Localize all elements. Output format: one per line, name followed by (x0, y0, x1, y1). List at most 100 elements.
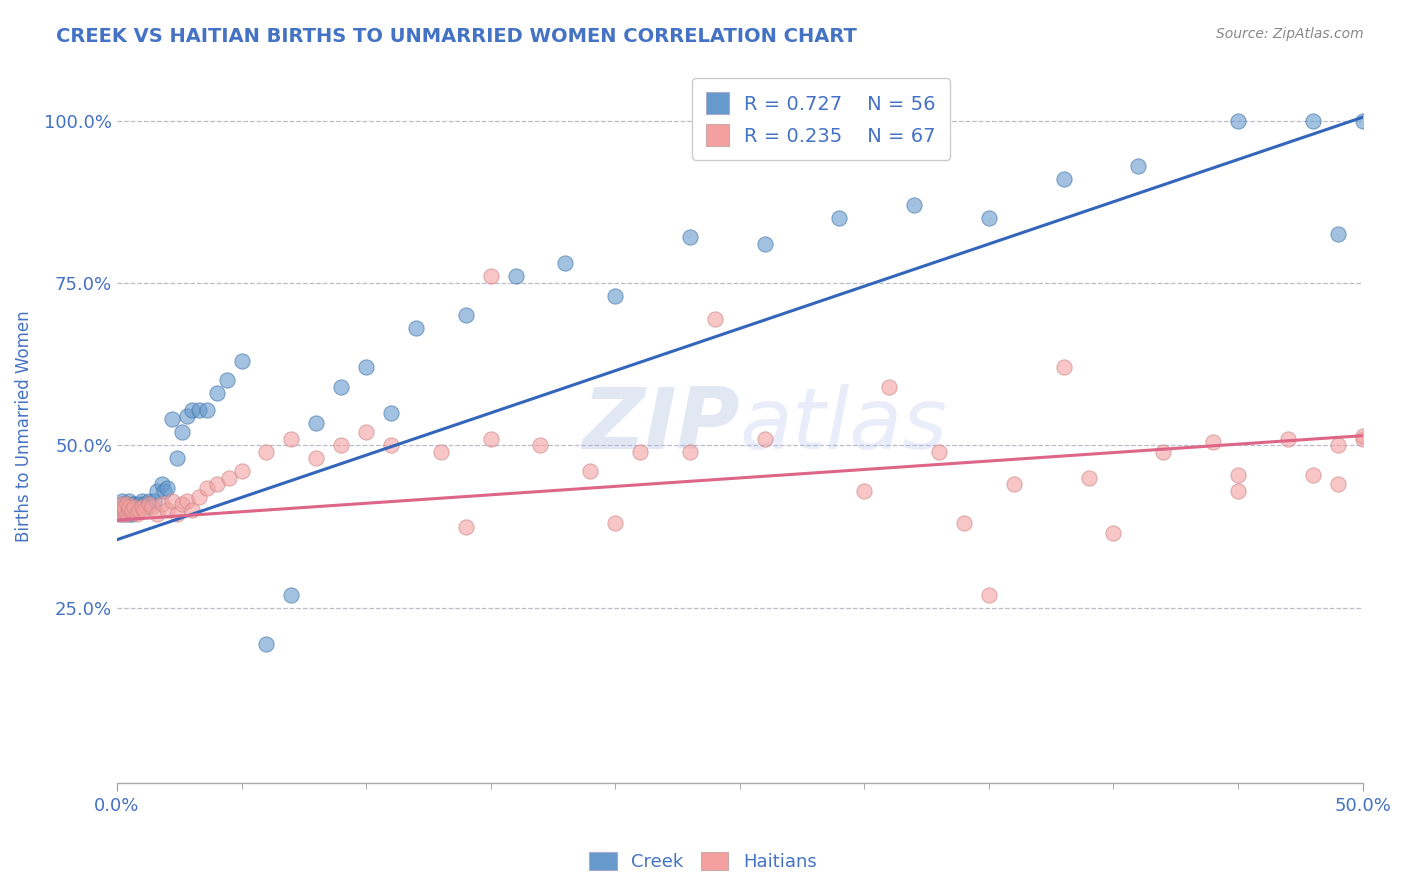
Point (176, 493, 198, 508)
Point (118, 503, 141, 517)
Point (114, 500, 136, 515)
Point (205, 477, 228, 491)
Point (124, 497, 146, 511)
Point (354, 425, 377, 440)
Point (195, 402, 218, 417)
Point (188, 402, 211, 417)
Point (150, 497, 173, 511)
Point (380, 438, 402, 452)
Point (454, 519, 477, 533)
Point (305, 416, 328, 430)
Point (156, 503, 179, 517)
Point (134, 497, 156, 511)
Point (195, 481, 218, 495)
Point (141, 500, 163, 515)
Point (330, 438, 353, 452)
Legend: Creek, Haitians: Creek, Haitians (582, 845, 824, 879)
Point (1002, 477, 1025, 491)
Text: CREEK VS HAITIAN BIRTHS TO UNMARRIED WOMEN CORRELATION CHART: CREEK VS HAITIAN BIRTHS TO UNMARRIED WOM… (56, 27, 858, 45)
Point (115, 503, 138, 517)
Point (160, 493, 183, 508)
Point (176, 409, 198, 424)
Point (108, 503, 131, 517)
Point (354, 360, 377, 375)
Point (231, 465, 253, 479)
Point (430, 445, 453, 459)
Point (703, 311, 725, 326)
Point (108, 507, 131, 521)
Text: Source: ZipAtlas.com: Source: ZipAtlas.com (1216, 27, 1364, 41)
Point (256, 445, 278, 459)
Point (108, 500, 131, 515)
Point (1302, 467, 1324, 482)
Point (1326, 477, 1348, 491)
Point (170, 497, 193, 511)
Point (131, 500, 153, 515)
Point (1302, 113, 1324, 128)
Point (1202, 435, 1225, 450)
Point (138, 497, 160, 511)
Point (153, 483, 176, 498)
Point (115, 507, 138, 521)
Point (1227, 483, 1250, 498)
Point (134, 503, 156, 517)
Point (124, 500, 146, 515)
Point (135, 500, 157, 515)
Point (953, 516, 976, 531)
Point (454, 309, 477, 323)
Point (1227, 467, 1250, 482)
Point (1351, 428, 1374, 442)
Point (125, 507, 148, 521)
Point (380, 406, 402, 420)
Point (160, 412, 183, 426)
Point (1227, 113, 1250, 128)
Point (479, 432, 502, 446)
Point (1052, 172, 1074, 186)
Y-axis label: Births to Unmarried Women: Births to Unmarried Women (15, 310, 32, 541)
Point (479, 269, 502, 284)
Point (125, 500, 148, 515)
Point (166, 451, 188, 466)
Point (1152, 445, 1174, 459)
Point (579, 465, 602, 479)
Point (118, 493, 141, 508)
Point (1277, 432, 1299, 446)
Point (115, 497, 138, 511)
Point (679, 445, 702, 459)
Point (118, 507, 141, 521)
Point (605, 516, 627, 531)
Point (505, 269, 527, 284)
Point (114, 503, 136, 517)
Point (166, 507, 188, 521)
Point (280, 588, 302, 602)
Point (977, 211, 1000, 225)
Point (121, 497, 143, 511)
Point (1052, 360, 1074, 375)
Point (146, 483, 169, 498)
Point (156, 481, 179, 495)
Point (977, 588, 1000, 602)
Point (128, 497, 150, 511)
Point (128, 503, 150, 517)
Point (111, 493, 134, 508)
Point (1351, 113, 1374, 128)
Point (111, 497, 134, 511)
Legend: R = 0.727    N = 56, R = 0.235    N = 67: R = 0.727 N = 56, R = 0.235 N = 67 (692, 78, 949, 160)
Point (330, 380, 353, 394)
Point (215, 374, 238, 388)
Point (111, 497, 134, 511)
Point (114, 500, 136, 515)
Point (118, 500, 141, 515)
Point (554, 256, 576, 270)
Point (121, 507, 143, 521)
Point (877, 380, 900, 394)
Point (405, 321, 427, 335)
Point (853, 483, 876, 498)
Point (131, 493, 153, 508)
Point (928, 445, 950, 459)
Point (1128, 159, 1150, 173)
Point (256, 637, 278, 651)
Point (1351, 432, 1374, 446)
Point (218, 471, 240, 485)
Point (903, 198, 925, 212)
